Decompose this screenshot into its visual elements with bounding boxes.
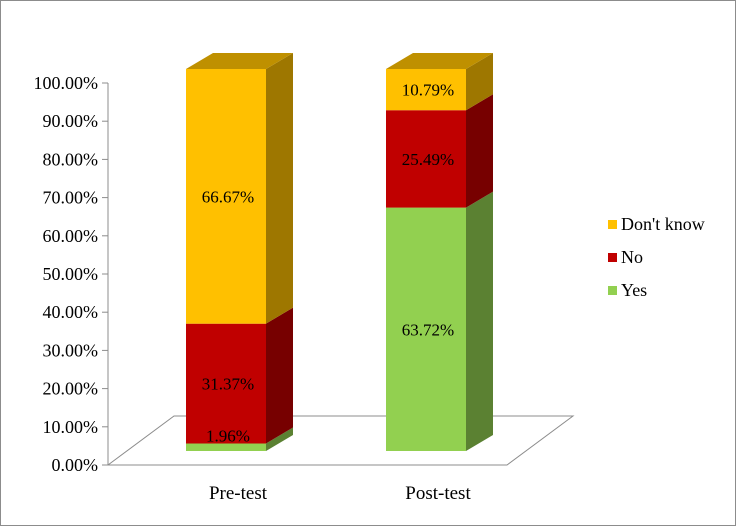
bar-yes-post-test — [386, 207, 466, 451]
y-tick-label: 70.00% — [43, 188, 99, 208]
data-label-don-t-know-pre-test: 66.67% — [202, 187, 254, 206]
bar-no-pre-test — [186, 323, 266, 444]
data-label-no-post-test: 25.49% — [402, 150, 454, 169]
legend-swatch-yes — [608, 286, 617, 295]
y-tick-label: 90.00% — [43, 111, 99, 131]
bar-top-pre-test — [186, 53, 293, 69]
bar-yes-pre-test — [186, 443, 266, 451]
data-label-yes-post-test: 63.72% — [402, 320, 454, 339]
data-label-yes-pre-test: 1.96% — [206, 427, 250, 446]
bar-side-yes-pre-test — [266, 427, 293, 451]
bar-side-no-pre-test — [266, 307, 293, 444]
legend-label-no: No — [621, 247, 643, 267]
y-tick-label: 40.00% — [43, 302, 99, 322]
x-category-label-pre-test: Pre-test — [209, 483, 268, 504]
x-category-label-post-test: Post-test — [405, 483, 471, 504]
legend-swatch-don-t-know — [608, 220, 617, 229]
chart-floor — [106, 415, 575, 466]
bar-side-don-t-know-post-test — [466, 53, 493, 111]
y-tick-label: 30.00% — [43, 340, 99, 360]
bar-no-post-test — [386, 110, 466, 208]
bar-side-don-t-know-pre-test — [266, 53, 293, 324]
bar-don-t-know-pre-test — [186, 69, 266, 324]
y-tick-label: 80.00% — [43, 149, 99, 169]
y-tick-label: 10.00% — [43, 417, 99, 437]
y-tick-label: 20.00% — [43, 379, 99, 399]
bar-don-t-know-post-test — [386, 69, 466, 111]
y-tick-label: 50.00% — [43, 264, 99, 284]
bar-side-no-post-test — [466, 94, 493, 208]
legend-label-yes: Yes — [621, 280, 647, 300]
data-label-no-pre-test: 31.37% — [202, 375, 254, 394]
legend-label-don-t-know: Don't know — [621, 214, 705, 234]
bar-side-yes-post-test — [466, 191, 493, 451]
data-label-don-t-know-post-test: 10.79% — [402, 81, 454, 100]
y-tick-label: 0.00% — [52, 455, 99, 475]
bar-top-post-test — [386, 53, 493, 69]
y-tick-label: 60.00% — [43, 226, 99, 246]
legend-swatch-no — [608, 253, 617, 262]
y-tick-label: 100.00% — [34, 73, 99, 93]
